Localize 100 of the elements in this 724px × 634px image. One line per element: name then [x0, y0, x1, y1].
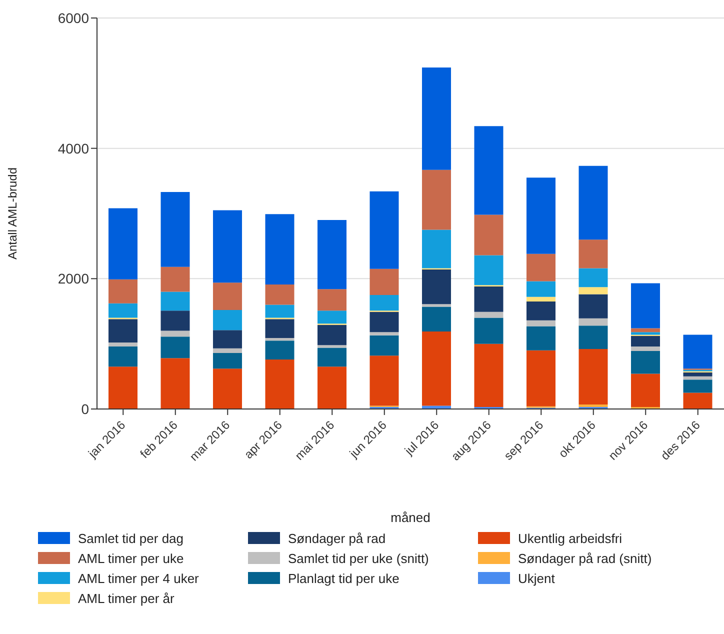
- legend-label: AML timer per uke: [78, 550, 184, 566]
- y-tick-label: 0: [81, 400, 90, 417]
- bar: [160, 192, 190, 267]
- bar: [212, 352, 242, 369]
- bar: [474, 312, 504, 318]
- bar: [422, 304, 451, 307]
- bar: [212, 368, 242, 409]
- bar: [317, 324, 346, 346]
- bar: [212, 348, 242, 353]
- bar: [578, 268, 608, 288]
- bar: [265, 214, 294, 285]
- bar: [317, 289, 346, 311]
- legend-label: Ukjent: [518, 570, 555, 586]
- bar: [474, 126, 504, 215]
- bar: [108, 208, 138, 280]
- bar: [578, 404, 608, 408]
- bar: [370, 268, 399, 295]
- bar: [160, 266, 190, 292]
- bar: [108, 319, 138, 343]
- bar: [526, 326, 556, 350]
- bar: [578, 349, 608, 404]
- bar: [474, 318, 504, 344]
- bar: [370, 312, 399, 332]
- bar: [526, 320, 556, 326]
- bar: [370, 191, 399, 269]
- bar: [317, 310, 346, 324]
- bar: [108, 342, 138, 346]
- bar: [422, 270, 451, 304]
- bar: [370, 332, 399, 336]
- bar: [317, 366, 346, 409]
- bar: [422, 68, 451, 170]
- bar: [474, 255, 504, 286]
- bar: [578, 318, 608, 326]
- bar: [212, 210, 242, 283]
- bar: [265, 284, 294, 305]
- bar: [474, 214, 504, 256]
- y-tick-label: 6000: [58, 10, 90, 26]
- bar: [422, 406, 451, 409]
- bar: [578, 326, 608, 350]
- bar: [108, 346, 138, 367]
- bar: [265, 340, 294, 360]
- bar: [108, 303, 138, 318]
- bar: [265, 304, 294, 318]
- bar: [630, 374, 660, 408]
- bar: [526, 301, 556, 320]
- bar: [370, 294, 399, 311]
- legend-label: Søndager på rad (snitt): [518, 550, 652, 566]
- bar: [630, 336, 660, 346]
- y-axis-title: Antall AML-brudd: [5, 167, 20, 260]
- bar: [630, 332, 660, 335]
- bar: [370, 356, 399, 406]
- bar: [317, 348, 346, 367]
- bar: [108, 366, 138, 409]
- bar: [370, 335, 399, 356]
- bar: [422, 230, 451, 268]
- bar: [422, 306, 451, 332]
- bar: [630, 346, 660, 351]
- bar: [265, 319, 294, 338]
- bar: [474, 344, 504, 408]
- bar: [578, 240, 608, 268]
- bar: [683, 372, 712, 376]
- bar: [526, 281, 556, 297]
- bar: [212, 282, 242, 310]
- bar: [422, 170, 451, 230]
- bar: [683, 334, 712, 369]
- bar: [578, 294, 608, 318]
- bar: [212, 330, 242, 348]
- bar: [212, 310, 242, 330]
- bar: [526, 178, 556, 254]
- y-tick-label: 2000: [58, 270, 90, 287]
- bar: [683, 376, 712, 380]
- bar: [578, 287, 608, 294]
- bar: [526, 350, 556, 406]
- bar: [317, 345, 346, 348]
- bar: [526, 254, 556, 282]
- legend-label: AML timer per år: [78, 590, 174, 606]
- bar: [160, 358, 190, 409]
- legend-label: AML timer per 4 uker: [78, 570, 199, 586]
- bar: [160, 292, 190, 311]
- bar: [422, 331, 451, 406]
- y-tick-label: 4000: [58, 140, 90, 156]
- bar: [526, 296, 556, 302]
- bar: [630, 283, 660, 328]
- bar: [265, 359, 294, 409]
- bar: [160, 336, 190, 358]
- legend-label: Søndager på rad: [288, 530, 386, 546]
- bar: [683, 380, 712, 393]
- legend-label: Planlagt tid per uke: [288, 570, 400, 586]
- bar: [578, 166, 608, 240]
- legend-label: Samlet tid per uke (snitt): [288, 550, 429, 566]
- bar: [317, 220, 346, 290]
- legend-label: Samlet tid per dag: [78, 530, 184, 546]
- bar: [630, 328, 660, 332]
- bar: [108, 279, 138, 304]
- x-axis-title: måned: [390, 510, 430, 525]
- legend-label: Ukentlig arbeidsfri: [518, 530, 622, 546]
- bar: [160, 330, 190, 337]
- bar: [474, 286, 504, 312]
- bar: [630, 351, 660, 374]
- bar: [265, 338, 294, 341]
